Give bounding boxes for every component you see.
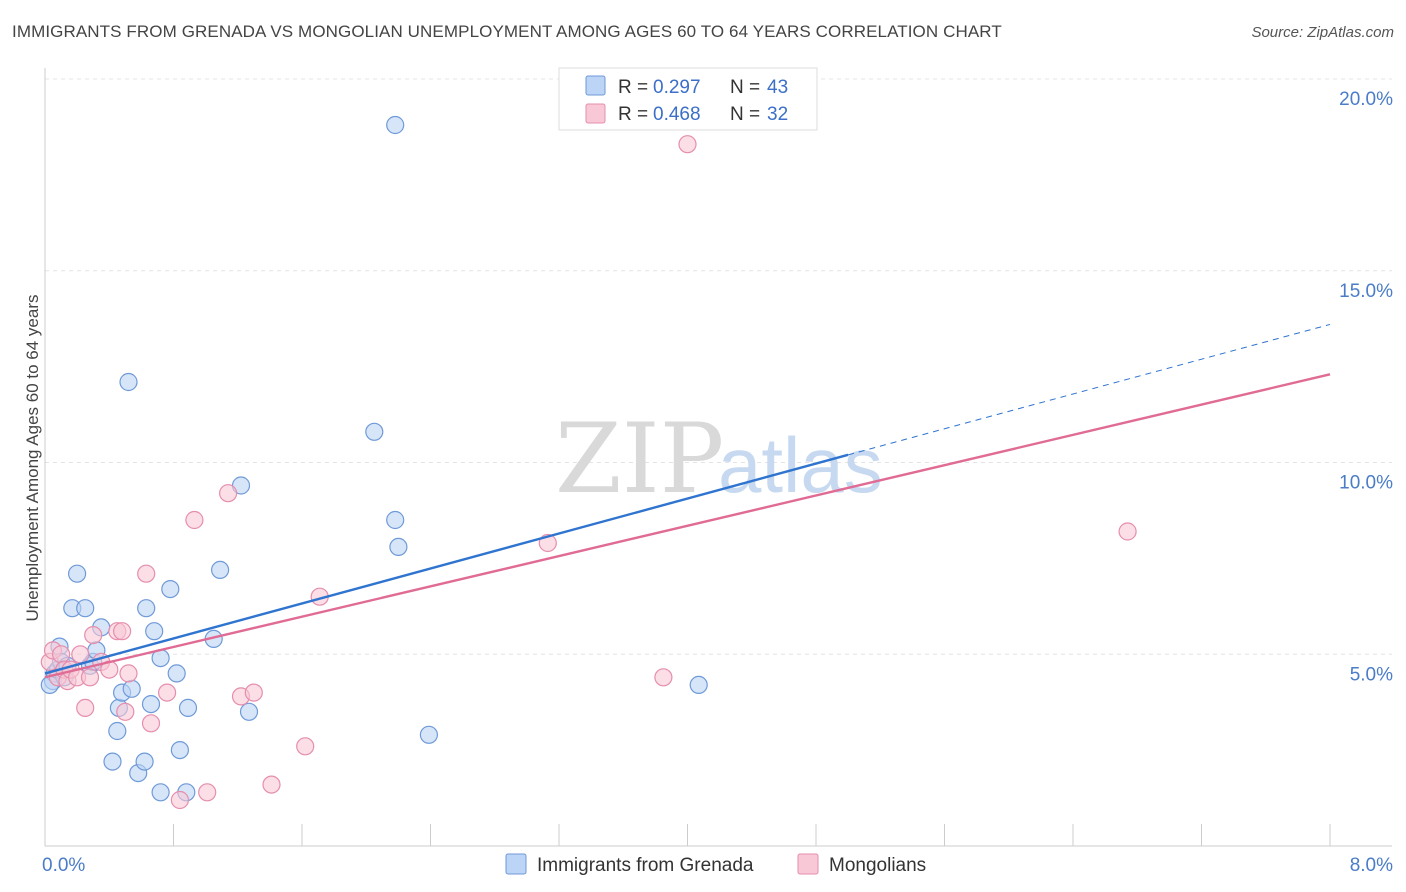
grenada-point-29 [170,740,189,760]
trend-lines [44,323,1331,679]
mongolians-point-27 [262,775,281,794]
legend-r-value-0: 0.297 [653,77,701,98]
mongolians-point-21 [170,790,189,810]
series-legend-label-grenada: Immigrants from Grenada [537,855,754,876]
mongolians-point-33 [1118,522,1137,541]
series-legend-swatch-mongolians [797,853,819,875]
mongolians-point-9 [76,698,95,718]
grenada-point-31 [178,698,198,718]
grenada-point-27 [161,579,180,599]
mongolians-point-19 [141,714,161,733]
legend-n-value-0: 43 [767,77,788,98]
grenada-point-41 [689,675,708,695]
mongolians-point-11 [84,625,103,645]
grenada-point-18 [119,372,138,392]
mongolians-point-3 [51,645,71,664]
chart-title: IMMIGRANTS FROM GRENADA VS MONGOLIAN UNE… [12,22,1002,41]
grenada-point-21 [135,752,154,771]
legend-n-value-1: 32 [767,104,788,125]
mongolians-point-32 [678,135,697,154]
y-tick-labels: 5.0% 10.0% 15.0% 20.0% [1339,89,1393,685]
grenada-point-28 [167,664,186,683]
legend-r-label-0: R = [618,77,648,98]
grenada-trend-extension [847,323,1331,456]
legend-swatch-mongolians [585,103,606,124]
grenada-point-33 [211,560,230,580]
y-axis-label: Unemployment Among Ages 60 to 64 years [23,295,42,622]
grenada-point-23 [141,694,161,714]
legend: R = 0.297 N = 43 R = 0.468 N = 32 [558,67,818,131]
grenada-point-9 [76,599,95,618]
grenada-point-24 [145,622,164,641]
mongolians-point-17 [119,664,138,683]
legend-swatch-grenada [585,75,606,96]
grid [45,78,1392,655]
grenada-point-26 [151,783,170,802]
series-legend-label-mongolians: Mongolians [829,855,926,876]
x-tick-label-0: 0.0% [42,855,85,876]
y-tick-label-3: 20.0% [1339,89,1393,110]
grenada-point-22 [137,599,156,618]
series-legend: Immigrants from Grenada Mongolians [505,853,926,876]
mongolians-trend-line [44,373,1331,679]
mongolians-point-16 [116,702,135,721]
mongolians-point-15 [112,622,132,641]
grenada-point-37 [386,510,405,530]
y-tick-label-0: 5.0% [1350,664,1393,685]
y-tick-label-2: 15.0% [1339,281,1393,302]
legend-n-label-0: N = [730,77,760,98]
grenada-point-14 [103,752,122,771]
grenada-point-36 [365,422,384,441]
legend-r-value-1: 0.468 [653,104,701,125]
grenada-point-38 [389,537,408,557]
grenada-point-39 [386,115,405,135]
grenada-point-19 [122,679,141,698]
mongolians-point-22 [185,510,204,530]
watermark-atlas: atlas [718,421,883,509]
series-legend-swatch-grenada [505,853,527,875]
grenada-trend-line [44,453,849,675]
watermark-zip: ZIP [555,403,724,515]
mongolians-point-24 [219,484,238,503]
chart-source: Source: ZipAtlas.com [1251,24,1394,41]
legend-n-label-1: N = [730,104,760,125]
mongolians-point-26 [244,683,263,702]
mongolians-point-20 [158,683,177,702]
mongolians-point-8 [71,645,90,664]
grenada-point-35 [239,702,259,721]
axes [44,68,1392,847]
grenada-point-40 [419,725,438,744]
mongolians-point-18 [137,564,156,583]
y-tick-label-1: 10.0% [1339,473,1393,494]
x-tick-labels: 0.0% 8.0% [42,855,1393,876]
grenada-point-8 [67,564,87,583]
x-tick-label-1: 8.0% [1350,855,1393,876]
mongolians-point-28 [296,737,315,756]
mongolians-point-23 [198,783,217,802]
legend-r-label-1: R = [618,104,648,125]
grenada-point-15 [108,721,127,741]
mongolians-point-31 [654,668,673,687]
mongolians-point-10 [80,668,100,687]
